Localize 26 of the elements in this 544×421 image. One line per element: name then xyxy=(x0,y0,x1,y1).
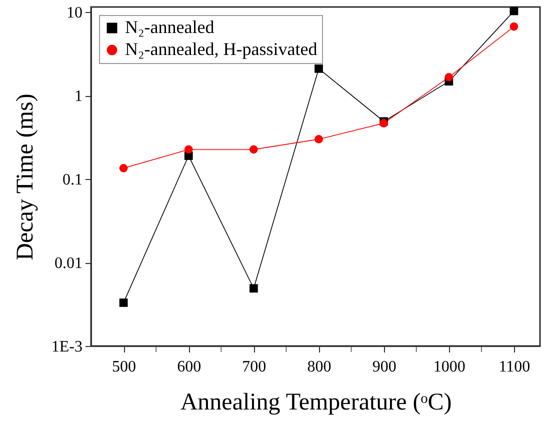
y-tick-label: 1 xyxy=(74,88,82,106)
legend-label: N₂-annealed xyxy=(125,17,214,37)
x-tick-label: 500 xyxy=(112,358,136,376)
y-tick-label: 0.01 xyxy=(54,255,82,272)
y-tick-label: 1E-3 xyxy=(51,338,82,356)
point xyxy=(314,64,323,73)
x-tick-label: 1100 xyxy=(498,358,530,376)
point xyxy=(119,164,128,172)
point xyxy=(510,6,518,16)
y-tick-label: 0.1 xyxy=(62,172,82,189)
x-tick-label: 700 xyxy=(242,358,266,376)
point xyxy=(250,284,258,293)
point xyxy=(184,145,193,154)
x-tick-label: 600 xyxy=(177,358,202,376)
point xyxy=(314,135,323,144)
x-tick-label: 1000 xyxy=(433,358,466,376)
y-tick-label: 10 xyxy=(66,4,82,22)
point xyxy=(510,22,518,31)
x-tick-label: 800 xyxy=(307,358,332,376)
point xyxy=(250,145,258,154)
legend-label: N₂-annealed, H-passivated xyxy=(125,39,318,59)
y-axis-title: Decay Time (ms) xyxy=(12,94,38,260)
point xyxy=(119,298,128,307)
point xyxy=(444,73,454,82)
x-axis-title: Annealing Temperature (ᵒC) xyxy=(180,390,452,416)
x-tick-label: 900 xyxy=(372,358,396,376)
